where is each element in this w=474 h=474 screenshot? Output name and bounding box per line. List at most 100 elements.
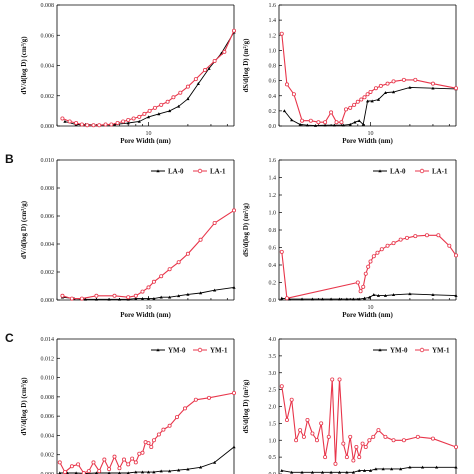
y-tick-label: 0.8 (269, 64, 277, 70)
series-1-point (430, 81, 435, 86)
series-1-point (371, 434, 376, 439)
series-0-point (198, 465, 203, 469)
y-tick-label: 0.006 (41, 33, 55, 39)
series-1-point (231, 28, 236, 33)
series-1-point (94, 293, 99, 298)
series-1-point (185, 84, 190, 89)
series-1-point (131, 116, 136, 121)
legend-label: YM-1 (210, 347, 228, 355)
series-0-point (357, 297, 361, 301)
series-1-point (453, 86, 458, 91)
series-1-point (363, 444, 368, 449)
series-0-point (370, 99, 374, 103)
series-0-point (376, 97, 381, 101)
series-1-point (117, 466, 122, 471)
series-0-point (159, 469, 163, 473)
legend: YM-0 YM-1 (151, 347, 228, 355)
series-0-point (298, 122, 302, 126)
series-1-point (182, 406, 187, 411)
y-tick-label: 0.6 (269, 79, 277, 85)
series-0-point (280, 469, 284, 472)
y-tick-label: 0.2 (269, 109, 277, 115)
series-1-point (60, 116, 65, 121)
series-1-point (137, 451, 142, 456)
series-0-point (374, 467, 378, 471)
series-0-point (74, 471, 78, 474)
series-1-point (167, 267, 172, 272)
series-0-point (282, 109, 287, 113)
series-1-point (198, 237, 203, 242)
series-1-point (212, 220, 217, 225)
series-0-point (126, 471, 130, 474)
series-1-point (430, 436, 435, 441)
legend-marker (378, 348, 382, 352)
legend-label: YM-1 (432, 347, 450, 355)
series-0-point (383, 91, 388, 95)
y-tick-label: 0.0 (269, 124, 277, 130)
series-1-point (391, 241, 396, 246)
series-1-line (62, 209, 235, 300)
series-0-point (362, 469, 367, 472)
y-tick-label: 0.004 (41, 433, 55, 439)
series-1-point (348, 434, 353, 439)
series-1-point (152, 105, 157, 110)
series-1-point (76, 462, 81, 467)
series-1-point (310, 431, 315, 436)
series-0-point (454, 294, 458, 297)
series-0-point (408, 85, 412, 89)
legend-marker (156, 348, 160, 352)
series-1-point (326, 434, 331, 439)
series-0-point (118, 471, 121, 474)
series-1-point (222, 49, 227, 54)
y-tick-label: 0.010 (41, 158, 55, 164)
series-0-point (196, 82, 200, 85)
series-1-point (171, 95, 176, 100)
y-axis-label: dV/d(log D) (cm³/g) (20, 377, 28, 436)
series-1-point (401, 438, 406, 443)
series-1-point (151, 279, 156, 284)
series-0-point (351, 297, 355, 301)
series-0-point (157, 112, 161, 116)
series-1-point (165, 99, 170, 104)
series-1-point (122, 457, 127, 462)
x-axis-label: Pore Width (nm) (120, 311, 171, 319)
series-0-point (391, 90, 396, 94)
series-1-point (368, 259, 373, 264)
series-1-point (339, 120, 344, 125)
series-1-point (284, 82, 289, 87)
panel-label: B (5, 152, 14, 166)
series-0-point (362, 296, 367, 300)
series-1-point (156, 432, 161, 437)
series-0-point (177, 294, 181, 298)
series-1-point (330, 377, 335, 382)
series-0-point (341, 123, 345, 127)
series-0-point (280, 296, 284, 300)
x-tick-label: 10 (145, 305, 151, 311)
series-0-point (290, 470, 294, 474)
series-1-point (137, 114, 142, 119)
y-tick-label: 1.0 (269, 438, 277, 444)
series-1-point (140, 450, 145, 455)
y-tick-label: 0.0 (269, 472, 277, 474)
series-1-point (176, 260, 181, 265)
series-1-point (231, 208, 236, 213)
series-1-point (355, 280, 360, 285)
chart-c-right: 0.0 0.5 1.0 1.5 2.0 2.5 3.0 3.5 4.0 dS/d(log D) (… (242, 337, 458, 474)
legend-marker (197, 168, 203, 174)
series-0-point (107, 297, 111, 301)
series-1-point (391, 79, 396, 84)
series-1-point (398, 237, 403, 242)
series-1-point (289, 397, 294, 402)
y-tick-label: 0.010 (41, 376, 55, 382)
y-tick-label: 0.008 (41, 395, 55, 401)
series-1-point (424, 233, 429, 238)
y-tick-label: 0.004 (41, 64, 55, 70)
series-1-point (212, 58, 217, 63)
y-tick-label: 0.000 (41, 472, 55, 474)
series-1-point (146, 285, 151, 290)
y-tick-label: 0.014 (41, 337, 55, 343)
series-0-point (117, 297, 122, 301)
series-1-line (281, 33, 457, 123)
y-tick-label: 1.2 (269, 193, 277, 199)
